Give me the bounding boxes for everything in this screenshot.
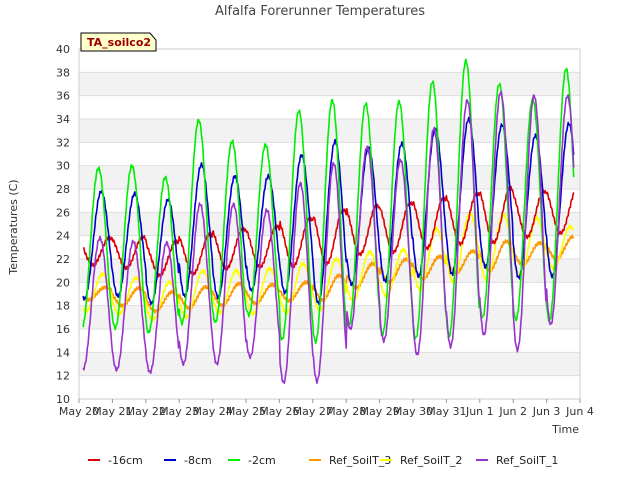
x-tick-label: Jun 3 [532, 405, 561, 418]
x-tick-label: Jun 1 [465, 405, 494, 418]
x-tick-label: Jun 4 [565, 405, 594, 418]
x-tick-label: May 25 [226, 405, 266, 418]
y-tick-label: 28 [56, 183, 70, 196]
series-line-ref-soilt-1 [82, 90, 575, 385]
series-line--16cm [82, 185, 575, 278]
annotation-box: TA_soilco2 [80, 32, 157, 52]
grid-band [79, 119, 580, 143]
x-tick-label: May 29 [359, 405, 399, 418]
x-tick-label: May 23 [159, 405, 199, 418]
x-tick-label: May 30 [393, 405, 433, 418]
y-tick-label: 16 [56, 323, 70, 336]
annotation-box-shape [80, 32, 157, 52]
chart-title: Alfalfa Forerunner Temperatures [215, 4, 425, 19]
legend-label: Ref_SoilT_3 [329, 454, 391, 467]
x-tick-label: May 28 [326, 405, 366, 418]
plot-area-frame [78, 48, 581, 400]
y-axis-title: Temperatures (C) [7, 179, 20, 275]
y-tick-label: 36 [56, 90, 70, 103]
y-axis-ticks: 10 12 14 16 18 20 22 24 26 28 30 32 34 36 38 40 [56, 43, 70, 406]
y-tick-label: 38 [56, 66, 70, 79]
y-tick-label: 30 [56, 160, 70, 173]
series-line--2cm [82, 58, 575, 345]
grid-band [79, 72, 580, 96]
x-tick-label: May 20 [59, 405, 99, 418]
legend-label: Ref_SoilT_1 [496, 454, 558, 467]
x-axis-title: Time [551, 423, 579, 436]
legend: -16cm -8cm -2cm Ref_SoilT_3 Ref_SoilT_2 Ref_S… [88, 454, 558, 467]
x-tick-label: May 24 [192, 405, 232, 418]
y-tick-label: 20 [56, 276, 70, 289]
y-tick-label: 14 [56, 346, 70, 359]
series-line-ref-soilt-3 [82, 234, 575, 314]
y-tick-label: 32 [56, 136, 70, 149]
y-tick-label: 34 [56, 113, 70, 126]
y-tick-label: 12 [56, 370, 70, 383]
x-tick-label: May 31 [426, 405, 466, 418]
x-tick-label: May 27 [293, 405, 333, 418]
x-tick-label: May 22 [126, 405, 166, 418]
series-line-ref-soilt-2 [82, 211, 575, 322]
series-layer [82, 58, 575, 385]
y-tick-label: 22 [56, 253, 70, 266]
annotation-label: TA_soilco2 [87, 36, 151, 49]
legend-label: -8cm [184, 454, 212, 467]
legend-label: -2cm [248, 454, 276, 467]
y-tick-label: 26 [56, 206, 70, 219]
x-tick-label: Jun 2 [498, 405, 527, 418]
x-tick-label: May 21 [92, 405, 132, 418]
legend-label: -16cm [108, 454, 143, 467]
y-tick-label: 40 [56, 43, 70, 56]
y-tick-label: 18 [56, 300, 70, 313]
x-tick-label: May 26 [259, 405, 299, 418]
y-tick-label: 10 [56, 393, 70, 406]
y-tick-label: 24 [56, 230, 70, 243]
grid-band [79, 352, 580, 376]
grid-bands [79, 72, 580, 376]
legend-label: Ref_SoilT_2 [400, 454, 462, 467]
